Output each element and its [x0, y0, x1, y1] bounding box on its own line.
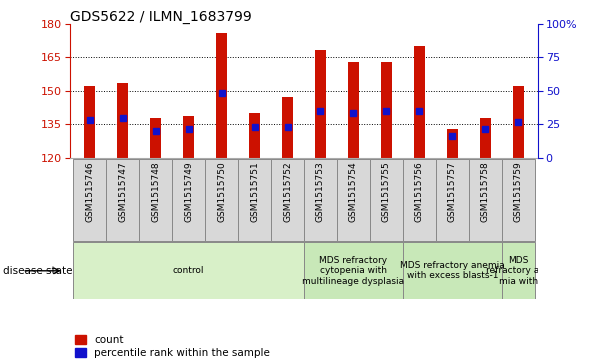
FancyBboxPatch shape [73, 159, 106, 241]
FancyBboxPatch shape [403, 159, 436, 241]
FancyBboxPatch shape [304, 242, 403, 299]
Bar [480, 118, 491, 158]
FancyBboxPatch shape [271, 159, 304, 241]
Text: control: control [173, 266, 204, 275]
Text: GDS5622 / ILMN_1683799: GDS5622 / ILMN_1683799 [70, 10, 252, 24]
FancyBboxPatch shape [403, 242, 502, 299]
FancyBboxPatch shape [73, 242, 304, 299]
FancyBboxPatch shape [436, 159, 469, 241]
Bar [447, 129, 458, 158]
Bar [150, 118, 161, 158]
Text: GSM1515757: GSM1515757 [448, 161, 457, 222]
FancyBboxPatch shape [205, 159, 238, 241]
Bar [84, 86, 95, 158]
Text: MDS refractory
cytopenia with
multilineage dysplasia: MDS refractory cytopenia with multilinea… [302, 256, 404, 286]
Text: GSM1515748: GSM1515748 [151, 161, 160, 222]
Bar [348, 62, 359, 158]
FancyBboxPatch shape [469, 159, 502, 241]
Bar [282, 98, 293, 158]
Text: GSM1515747: GSM1515747 [118, 161, 127, 222]
FancyBboxPatch shape [337, 159, 370, 241]
Text: GSM1515758: GSM1515758 [481, 161, 490, 222]
Bar [413, 46, 425, 158]
FancyBboxPatch shape [106, 159, 139, 241]
Bar [216, 33, 227, 158]
Legend: count, percentile rank within the sample: count, percentile rank within the sample [75, 335, 270, 358]
Bar [513, 86, 524, 158]
FancyBboxPatch shape [502, 159, 535, 241]
Bar [183, 117, 195, 158]
Text: disease state: disease state [3, 266, 72, 276]
Text: GSM1515755: GSM1515755 [382, 161, 391, 222]
Text: MDS
refractory ane
mia with: MDS refractory ane mia with [486, 256, 551, 286]
Text: GSM1515749: GSM1515749 [184, 161, 193, 222]
FancyBboxPatch shape [139, 159, 172, 241]
FancyBboxPatch shape [370, 159, 403, 241]
Text: GSM1515759: GSM1515759 [514, 161, 523, 222]
FancyBboxPatch shape [238, 159, 271, 241]
Bar [117, 83, 128, 158]
Bar [249, 113, 260, 158]
Text: GSM1515750: GSM1515750 [217, 161, 226, 222]
Text: MDS refractory anemia
with excess blasts-1: MDS refractory anemia with excess blasts… [400, 261, 505, 281]
Text: GSM1515752: GSM1515752 [283, 161, 292, 222]
Text: GSM1515754: GSM1515754 [349, 161, 358, 222]
Text: GSM1515756: GSM1515756 [415, 161, 424, 222]
FancyBboxPatch shape [172, 159, 205, 241]
Text: GSM1515746: GSM1515746 [85, 161, 94, 222]
FancyBboxPatch shape [502, 242, 535, 299]
Bar [315, 50, 326, 158]
Text: GSM1515751: GSM1515751 [250, 161, 259, 222]
Text: GSM1515753: GSM1515753 [316, 161, 325, 222]
Bar [381, 62, 392, 158]
FancyBboxPatch shape [304, 159, 337, 241]
